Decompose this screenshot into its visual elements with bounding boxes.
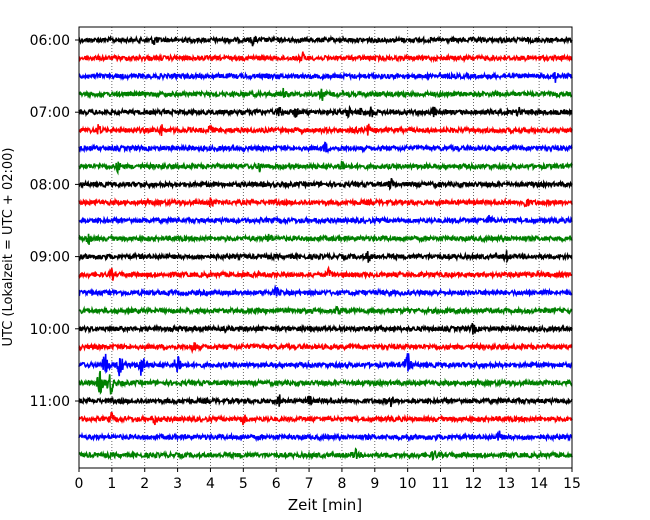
plot-frame	[78, 26, 573, 469]
x-tick-label: 15	[563, 476, 581, 492]
trace-09:30	[78, 284, 573, 298]
x-tick-label: 14	[530, 476, 548, 492]
trace-10:15	[78, 341, 573, 355]
x-tick-label: 10	[399, 476, 417, 492]
y-tick-label: 11:00	[30, 394, 70, 410]
trace-09:45	[78, 305, 573, 317]
trace-08:00	[78, 177, 573, 191]
y-tick-labels: 06:00 07:00 08:00 09:00 10:00 11:00	[30, 33, 79, 410]
trace-10:30	[78, 353, 573, 377]
y-tick-label: 06:00	[30, 33, 70, 49]
x-tick-label: 1	[107, 476, 116, 492]
x-tick-label: 8	[337, 476, 346, 492]
trace-07:30	[78, 141, 573, 155]
trace-10:00	[78, 322, 573, 335]
y-tick-label: 07:00	[30, 105, 70, 121]
trace-08:30	[78, 214, 573, 226]
x-tick-label: 5	[239, 476, 248, 492]
trace-06:15	[78, 51, 573, 64]
trace-11:45	[78, 447, 573, 462]
y-axis-label: UTC (Lokalzeit = UTC + 02:00)	[1, 148, 16, 347]
x-tick-label: 13	[497, 476, 515, 492]
x-tick-label: 12	[464, 476, 482, 492]
trace-06:30	[78, 70, 573, 83]
x-axis-label: Zeit [min]	[288, 496, 362, 514]
x-tick-label: 0	[75, 476, 84, 492]
trace-08:15	[78, 196, 573, 208]
trace-09:00	[78, 250, 573, 264]
trace-07:15	[78, 123, 573, 137]
trace-07:00	[78, 104, 573, 120]
trace-08:45	[78, 233, 573, 245]
y-tick-label: 10:00	[30, 322, 70, 338]
trace-10:45	[78, 370, 573, 396]
x-tick-label: 3	[173, 476, 182, 492]
trace-11:15	[78, 411, 573, 426]
trace-09:15	[78, 265, 573, 281]
y-tick-label: 08:00	[30, 177, 70, 193]
trace-07:45	[78, 160, 573, 176]
x-tick-label: 4	[206, 476, 215, 492]
trace-11:30	[78, 430, 573, 443]
trace-06:00	[78, 34, 573, 47]
x-tick-label: 6	[272, 476, 281, 492]
trace-11:00	[78, 394, 573, 408]
x-tick-labels: 0 1 2 3 4 5 6 7 8 9 10 11 12 13 14 15	[75, 468, 581, 492]
x-tick-label: 11	[432, 476, 450, 492]
trace-lines	[78, 34, 573, 462]
y-tick-label: 09:00	[30, 250, 70, 266]
x-tick-label: 7	[305, 476, 314, 492]
axes	[78, 26, 573, 469]
x-tick-label: 9	[370, 476, 379, 492]
trace-06:45	[78, 87, 573, 101]
x-tick-label: 2	[140, 476, 149, 492]
